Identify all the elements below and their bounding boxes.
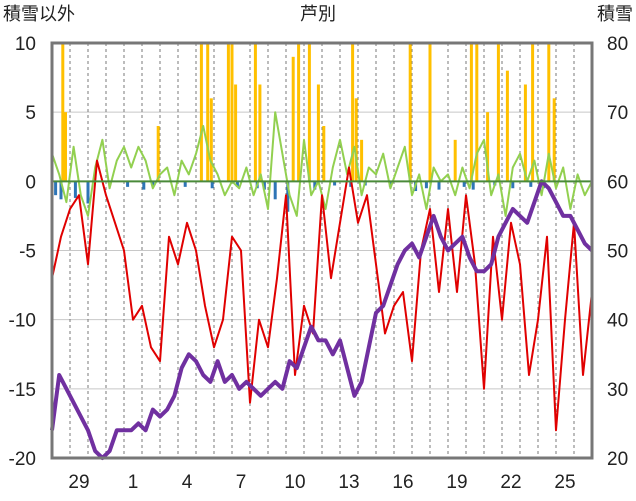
x-tick-label: 1 (128, 472, 139, 493)
bar (351, 43, 355, 182)
chart-title: 芦別 (300, 4, 336, 25)
bar (286, 181, 290, 212)
x-tick-label: 25 (554, 472, 575, 493)
x-tick-label: 10 (284, 472, 305, 493)
bar (235, 181, 239, 187)
bar (210, 181, 214, 189)
bar (142, 181, 146, 190)
bar (437, 181, 441, 190)
bar-series (54, 43, 556, 212)
bar (226, 43, 230, 182)
bar (307, 43, 311, 182)
bar (496, 43, 500, 182)
y-right-tick-label: 60 (607, 172, 628, 193)
bar (297, 43, 301, 182)
y-left-tick-label: -15 (9, 380, 36, 401)
bar (462, 181, 466, 187)
bar (475, 43, 479, 182)
bar (64, 112, 67, 182)
y-right-tick-label: 80 (607, 34, 628, 55)
bar (552, 98, 556, 182)
bar (428, 43, 432, 182)
bar (73, 181, 77, 198)
bar (206, 43, 210, 182)
bar (486, 112, 490, 182)
bar (316, 84, 320, 182)
bar (505, 70, 509, 182)
grid (52, 42, 592, 459)
bar (531, 43, 535, 182)
y-right-tick-label: 70 (607, 103, 628, 124)
bar (199, 43, 203, 182)
x-tick-label: 13 (338, 472, 359, 493)
series-line (50, 179, 594, 460)
bar (273, 181, 277, 200)
bar (183, 181, 187, 187)
bar (126, 181, 130, 187)
bar (59, 181, 63, 200)
bar (322, 126, 326, 182)
right-axis-label: 積雪 (597, 4, 633, 25)
bar (471, 181, 475, 190)
bar (408, 43, 412, 182)
y-left-tick-label: -20 (9, 449, 36, 470)
bar (253, 43, 257, 182)
y-left-tick-label: -10 (9, 311, 36, 332)
bar (547, 43, 551, 182)
x-tick-label: 22 (500, 472, 521, 493)
bar (523, 84, 527, 182)
bar (61, 43, 65, 182)
bar (230, 43, 234, 182)
bar (424, 181, 428, 189)
left-axis-label: 積雪以外 (3, 4, 75, 25)
bar (360, 139, 364, 182)
bar (258, 84, 262, 182)
y-right-tick-label: 50 (607, 242, 628, 263)
x-tick-label: 7 (236, 472, 247, 493)
y-left-tick-label: -5 (19, 242, 36, 263)
y-left-tick-label: 0 (25, 172, 36, 193)
bar (313, 181, 317, 190)
bar (291, 56, 295, 182)
bar (529, 181, 533, 187)
bar (511, 181, 515, 189)
x-tick-label: 4 (182, 472, 193, 493)
bar (354, 98, 358, 182)
series-line (51, 159, 593, 432)
bar (156, 126, 160, 182)
bar (262, 181, 266, 190)
y-right-tick-label: 20 (607, 449, 628, 470)
bar (469, 43, 473, 182)
x-tick-label: 29 (68, 472, 89, 493)
y-left-tick-label: 10 (15, 34, 36, 55)
x-tick-label: 16 (392, 472, 413, 493)
bar (151, 181, 155, 186)
x-tick-label: 19 (446, 472, 467, 493)
bar (209, 98, 213, 182)
bar (54, 181, 58, 196)
bar (234, 84, 238, 182)
y-right-tick-label: 40 (607, 311, 628, 332)
y-right-tick-label: 30 (607, 380, 628, 401)
bar (86, 181, 90, 204)
plot-frame (50, 41, 594, 460)
bar (333, 181, 337, 186)
y-left-tick-label: 5 (25, 103, 36, 124)
bar (453, 139, 457, 182)
line-series (50, 111, 594, 460)
